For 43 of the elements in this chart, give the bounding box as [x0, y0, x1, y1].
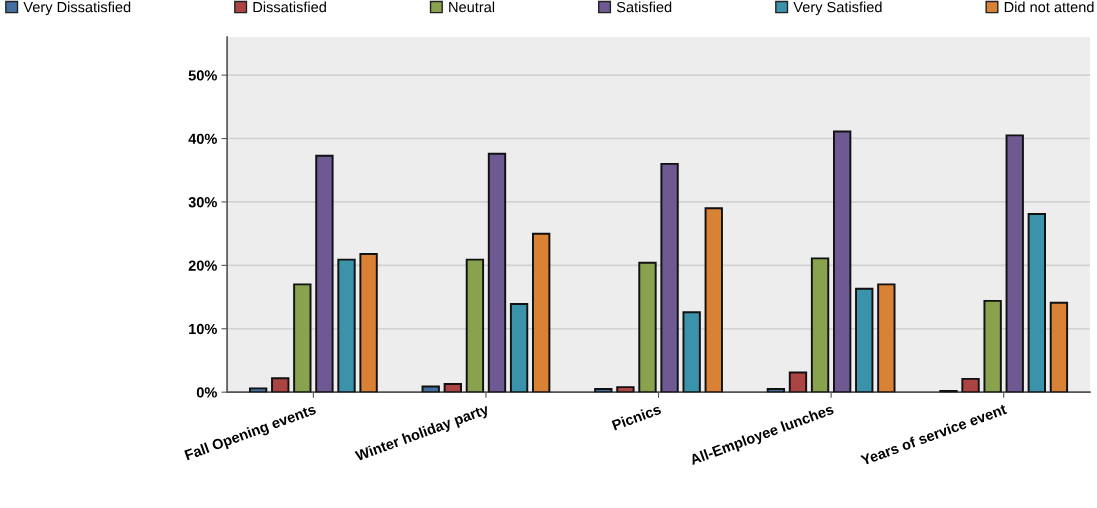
y-tick-label: 30% — [188, 197, 217, 208]
y-tick-label: 40% — [188, 133, 217, 144]
y-tick-label: 20% — [188, 260, 217, 271]
bar — [810, 257, 830, 393]
y-tick-label: 50% — [188, 70, 217, 81]
bar — [638, 261, 657, 393]
bar — [293, 283, 312, 393]
x-tick-label: Picnics — [611, 403, 662, 431]
bar — [509, 303, 529, 393]
bar — [359, 252, 378, 393]
bar — [788, 371, 808, 393]
legend-label: Did not attend — [1004, 1, 1094, 13]
legend-label: Very Dissatisfied — [23, 1, 131, 16]
bar — [832, 130, 852, 393]
bar — [983, 299, 1002, 393]
bar — [1005, 134, 1024, 393]
bar — [660, 162, 679, 393]
bar — [616, 386, 635, 393]
bar — [682, 311, 701, 393]
bar — [443, 382, 462, 393]
x-tick-label: Years of service event — [859, 403, 1008, 466]
bar — [271, 377, 290, 393]
bar — [337, 258, 356, 393]
legend-label: Dissatisfied — [253, 1, 326, 13]
legend-label: Neutral — [449, 1, 495, 13]
bar — [594, 388, 613, 393]
bar — [877, 283, 896, 393]
legend-label: Very Satisfied — [793, 1, 882, 16]
bar — [855, 287, 874, 393]
bar — [465, 258, 485, 393]
bar — [961, 377, 980, 393]
bar — [1027, 213, 1046, 393]
bar — [532, 232, 551, 393]
bar — [421, 385, 440, 393]
bar — [704, 207, 723, 393]
legend-label: Satisfied — [616, 1, 672, 13]
y-tick-label: 10% — [189, 323, 217, 335]
bar — [248, 387, 268, 393]
bar — [1049, 301, 1069, 393]
bar — [487, 152, 507, 393]
bar — [315, 154, 334, 393]
bar — [766, 388, 786, 393]
y-tick-label: 0% — [196, 387, 217, 398]
